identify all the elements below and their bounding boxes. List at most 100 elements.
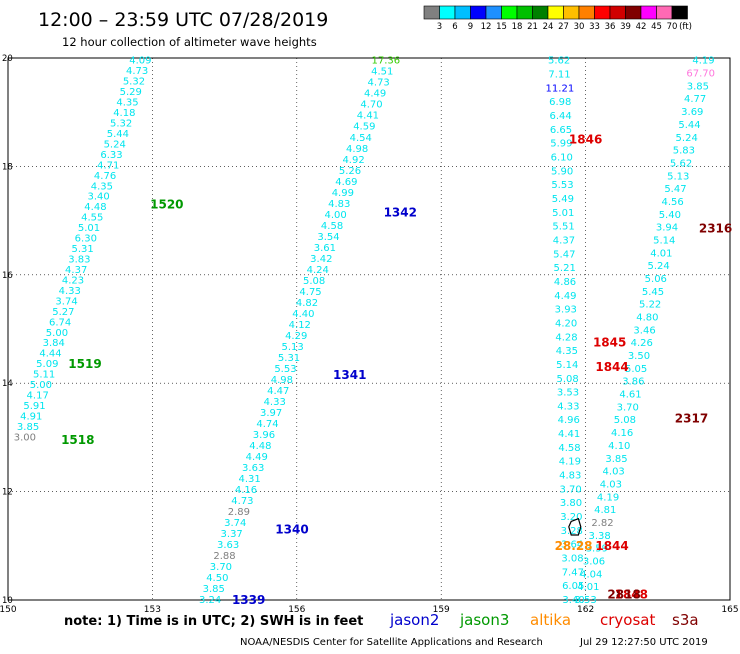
wave-height-value: 3.93 [555,305,577,316]
wave-height-value: 3.20 [560,512,582,523]
legend-swatch [501,5,518,20]
wave-height-value: 4.73 [368,78,390,89]
grid-lines [8,58,730,600]
wave-height-value: 4.86 [554,277,576,288]
y-tick-label: 14 [2,379,13,389]
pass-labels: 1518 1519 1520 1339 1340 1341 1342 1846 1845 1844… [61,132,732,607]
wave-height-value: 5.21 [554,263,576,274]
y-tick-label: 20 [2,54,13,64]
wave-height-value: 4.23 [62,275,84,286]
wave-height-value: 4.01 [577,582,599,593]
wave-height-value: 5.05 [625,364,647,375]
wave-height-value: 3.42 [310,254,332,265]
wave-height-value: 5.44 [107,129,129,140]
track-cryosat: 3.40 6.05 7.47 3.08 3.64 3.28 3.20 3.80 3.70 4.83… [546,56,585,606]
wave-height-value: 4.19 [559,457,581,468]
x-tick-label: 153 [144,605,161,615]
wave-height-value: 5.83 [673,146,695,157]
wave-height-value: 5.51 [552,222,574,233]
wave-height-value: 3.84 [43,338,65,349]
wave-height-value: 3.80 [560,498,582,509]
wave-height-value: 3.70 [210,562,232,573]
wave-height-value: 5.24 [104,139,126,150]
wave-height-value: 4.18 [113,108,135,119]
legend-scale-label: 33 [589,22,600,32]
legend-scale-label: 39 [620,22,631,32]
legend-scale-label: 70 [667,22,678,32]
pass-number-label: 1342 [384,205,417,219]
wave-height-value: 3.94 [656,223,678,234]
pass-number-label: 1340 [275,523,308,537]
satellite-legend-jason2: jason2 [389,611,439,629]
wave-height-value: 5.08 [303,276,325,287]
pass-number-label: 1846 [569,132,602,146]
footer-note: note: 1) Time is in UTC; 2) SWH is in fe… [64,614,363,629]
wave-height-value: 4.12 [289,320,311,331]
wave-height-value: 4.24 [307,265,329,276]
wave-height-value: 4.83 [559,471,581,482]
legend-swatch [516,5,533,20]
wave-height-value: 6.74 [49,317,71,328]
wave-height-value: 5.24 [647,261,669,272]
legend-scale-label: 12 [481,22,492,32]
wave-height-value: 5.00 [30,380,52,391]
legend-swatch [671,5,688,20]
pass-number-label: 1341 [333,368,366,382]
wave-height-value: 4.73 [126,66,148,77]
wave-height-value: 5.22 [639,300,661,311]
wave-height-value: 4.49 [554,291,576,302]
wave-height-value: 5.44 [678,120,700,131]
wave-height-value: 3.83 [68,255,90,266]
wave-height-value: 4.26 [631,338,653,349]
wave-height-value: 4.41 [357,111,379,122]
wave-height-value: 4.00 [325,210,347,221]
wave-height-value: 4.16 [235,485,257,496]
wave-height-value: 5.91 [23,401,45,412]
wave-height-value: 5.06 [645,274,667,285]
wave-height-value: 4.16 [611,428,633,439]
legend-swatch [640,5,657,20]
wave-height-value: 4.92 [342,155,364,166]
wave-height-value: 4.44 [39,349,61,360]
wave-height-value: 4.17 [27,391,49,402]
wave-height-value: 5.24 [676,133,698,144]
legend-scale-label: (ft) [679,22,692,32]
wave-height-value: 7.11 [548,70,570,81]
wave-height-value: 6.98 [549,97,571,108]
wave-height-value: 3.08 [561,554,583,565]
wave-height-value: 3.38 [589,531,611,542]
wave-height-value: 5.29 [120,87,142,98]
legend-scale-label: 18 [512,22,523,32]
wave-height-value: 5.14 [653,235,675,246]
wave-height-value: 5.62 [670,158,692,169]
wave-height-value: 4.55 [81,213,103,224]
pass-number-label: 2317 [675,411,708,425]
wave-height-value: 6.44 [549,111,571,122]
legend-scale-label: 15 [496,22,507,32]
wave-height-value: 4.80 [636,313,658,324]
wave-height-value: 3.85 [17,422,39,433]
wave-height-value: 3.06 [583,556,605,567]
wave-height-value: 4.54 [350,133,372,144]
wave-height-value: 4.76 [94,171,116,182]
wave-height-value: 5.45 [642,287,664,298]
legend-swatch [454,5,471,20]
footer-credit: NOAA/NESDIS Center for Satellite Applica… [240,637,543,648]
wave-height-value: 5.47 [553,249,575,260]
pass-number-label: 28.28 [555,539,593,553]
legend-scale-label: 42 [636,22,647,32]
legend-swatch [563,5,580,20]
wave-height-value: 5.00 [46,328,68,339]
wave-height-value: 5.32 [123,77,145,88]
wave-height-value: 5.40 [659,210,681,221]
wave-height-value: 3.64 [561,540,583,551]
wave-height-value: 4.35 [91,181,113,192]
wave-height-value: 4.09 [129,56,151,67]
wave-height-value: 3.59 [586,544,608,555]
pass-number-label: 1845 [593,336,626,350]
wave-height-value: 4.33 [264,397,286,408]
x-tick-label: 165 [721,605,738,615]
wave-height-value: 4.56 [662,197,684,208]
wave-height-value: 4.01 [650,248,672,259]
wave-height-value: 6.30 [75,234,97,245]
